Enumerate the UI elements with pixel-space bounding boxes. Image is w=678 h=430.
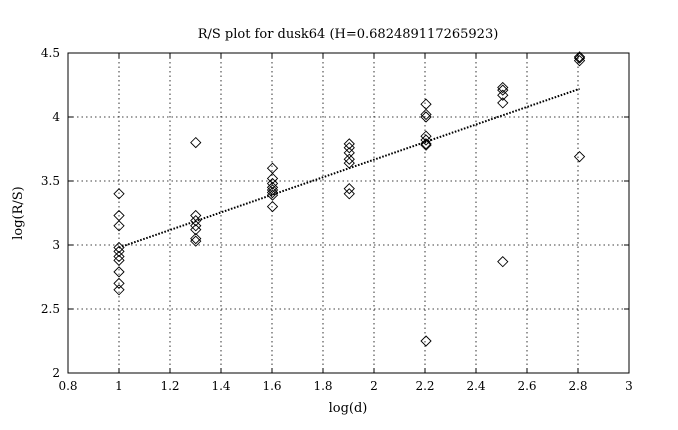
data-point-diamond [343,183,355,195]
x-tick-label: 1.2 [160,379,179,393]
x-axis-label: log(d) [329,401,368,416]
y-tick-label: 3 [52,238,60,252]
y-tick-label: 4.5 [41,46,60,60]
data-point-diamond [343,153,355,165]
data-point-diamond [420,138,432,150]
y-tick-label: 2.5 [41,302,60,316]
data-point-diamond [573,151,586,163]
chart-title: R/S plot for dusk64 (H=0.682489117265923… [198,27,499,42]
y-axis-label: log(R/S) [11,186,26,240]
data-point-diamond [573,51,586,63]
y-tick-label: 4 [52,110,60,124]
data-point-diamond [420,134,432,146]
data-point-diamond [497,256,509,268]
data-point-diamond [113,220,125,232]
data-point-diamond [266,186,279,199]
data-point-diamond [113,277,125,290]
data-point-diamond [573,55,586,67]
data-point-diamond [497,89,509,101]
data-point-diamond [113,241,125,254]
data-point-diamond [420,130,432,142]
data-point-diamond [266,189,279,201]
x-tick-label: 2.8 [568,379,587,393]
data-point-diamond [190,136,202,149]
data-point-diamond [343,188,355,200]
grid-lines [68,53,629,373]
data-point-diamond [266,181,279,194]
data-point-diamond [266,162,279,174]
x-tick-label: 1.8 [313,379,332,393]
data-point-diamond [497,97,509,109]
data-point-diamond [343,142,355,154]
x-tick-label: 1.4 [211,379,230,393]
x-tick-label: 2.6 [517,379,536,393]
data-point-diamond [420,98,432,110]
data-point-diamond [190,235,202,247]
data-point-diamond [113,284,125,296]
data-point-diamond [190,224,202,236]
data-point-diamond [420,111,432,123]
axis-ticks: 0.8 1 1.2 1.4 1.6 1.8 2 2.2 2.4 2.6 2.8 3 2 2.5 3 3.5 4 4… [41,46,633,393]
x-tick-label: 1.6 [262,379,281,393]
data-point-diamond [497,81,509,94]
data-point-diamond [343,138,355,150]
data-point-diamond [266,172,279,185]
data-point-diamond [573,52,586,64]
x-tick-label: 2.2 [415,379,434,393]
data-point-diamond [420,335,432,347]
data-point-diamond [190,220,202,232]
data-point-diamond [113,250,125,263]
data-point-diamond [497,84,509,96]
x-tick-label: 0.8 [58,379,77,393]
data-point-diamond [266,177,279,190]
data-point-diamond [113,188,125,200]
y-tick-label: 3.5 [41,174,60,188]
data-point-diamond [266,200,279,213]
data-point-diamond [266,184,279,196]
data-points [113,51,586,347]
y-tick-label: 2 [52,366,60,380]
data-point-diamond [420,108,432,121]
data-point-diamond [190,215,202,227]
x-tick-label: 2.4 [466,379,485,393]
data-point-diamond [190,232,202,245]
data-point-diamond [113,266,125,278]
plot-frame [67,52,630,374]
x-tick-label: 3 [625,379,633,393]
x-tick-label: 1 [115,379,123,393]
data-point-diamond [113,254,125,266]
data-point-diamond [343,157,355,169]
data-point-diamond [113,245,125,258]
data-point-diamond [420,139,432,151]
x-tick-label: 2 [370,379,378,393]
